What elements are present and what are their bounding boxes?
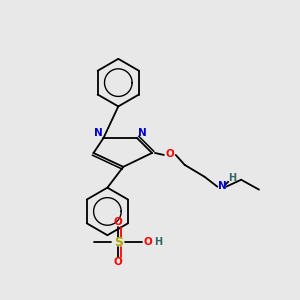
Text: H: H — [154, 237, 162, 247]
Text: N: N — [218, 181, 227, 191]
Text: O: O — [114, 257, 123, 267]
Text: N: N — [94, 128, 103, 138]
Text: H: H — [228, 173, 236, 183]
Text: S: S — [114, 236, 123, 249]
Text: O: O — [165, 149, 174, 159]
Text: O: O — [144, 237, 152, 247]
Text: O: O — [114, 217, 123, 227]
Text: N: N — [138, 128, 146, 138]
